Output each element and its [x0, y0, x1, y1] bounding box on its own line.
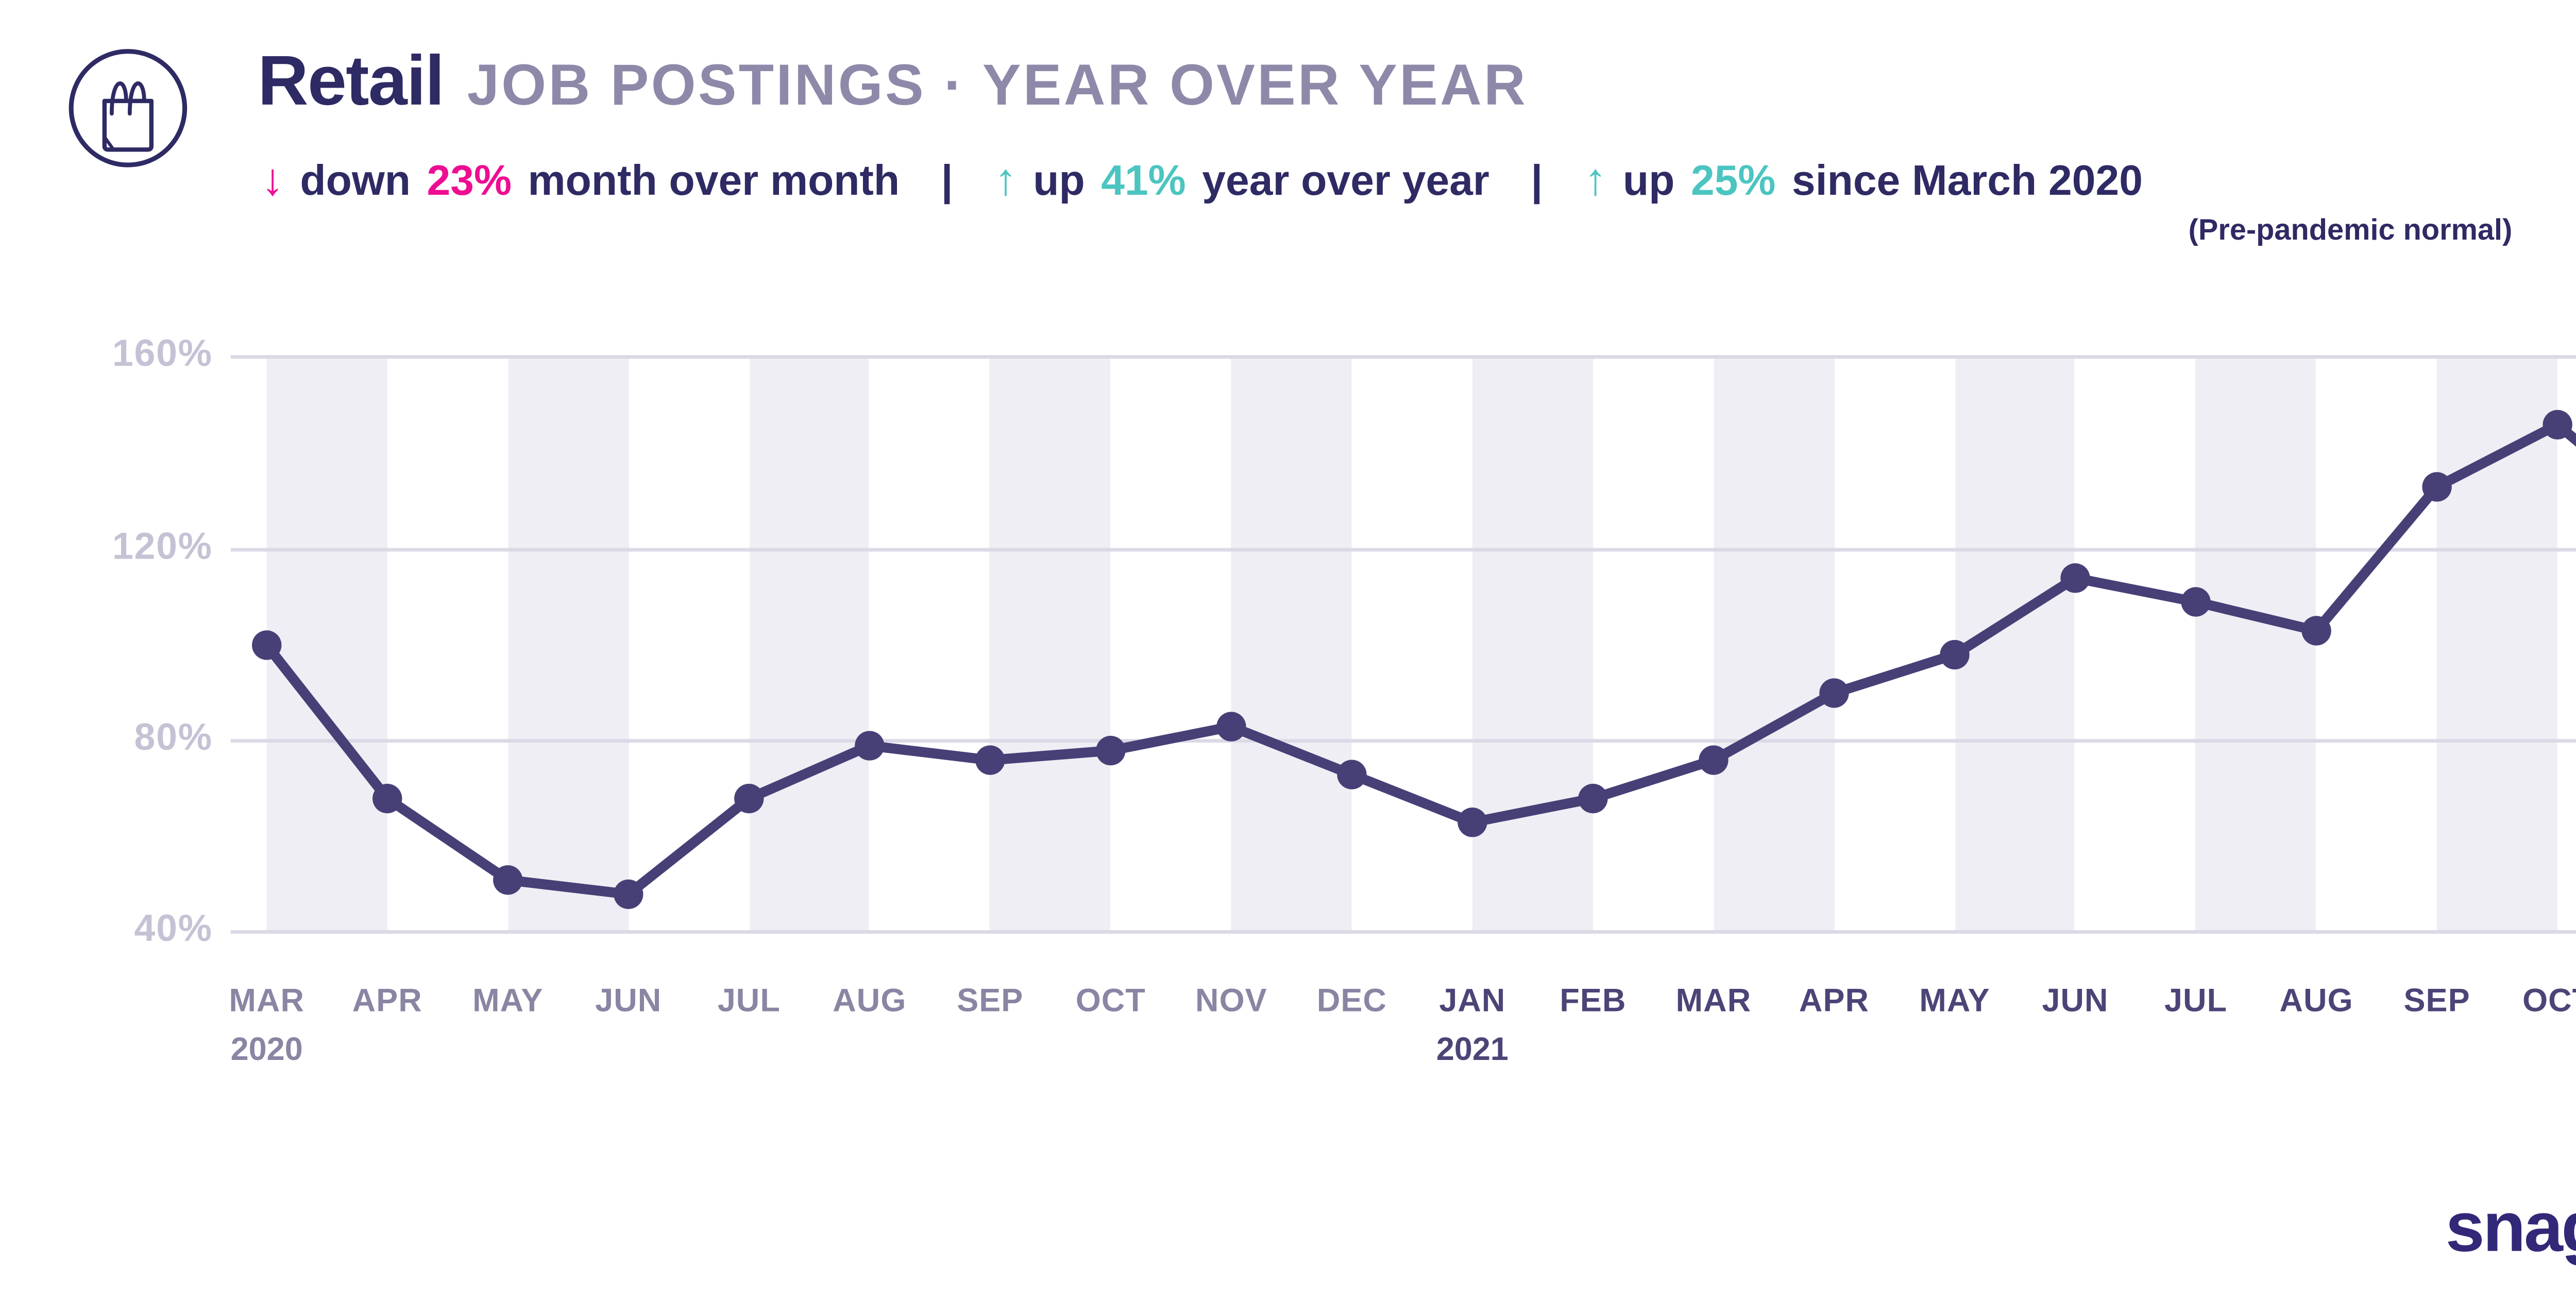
- since-label: since March 2020: [1792, 157, 2143, 204]
- up-arrow-icon: ↑: [994, 155, 1017, 206]
- month-band: [266, 357, 387, 933]
- month-band: [2437, 357, 2558, 933]
- month-band: [1472, 357, 1593, 933]
- down-arrow-icon: ↓: [261, 155, 284, 206]
- logo-text: snagajob: [2445, 1189, 2576, 1268]
- since-value: 25%: [1690, 157, 1776, 204]
- x-tick-label: MAY: [472, 982, 544, 1019]
- x-axis-year-label: 2021: [1436, 1031, 1509, 1067]
- month-band: [749, 357, 870, 933]
- y-tick-label: 40%: [134, 909, 213, 951]
- x-tick-label: SEP: [957, 982, 1024, 1019]
- x-tick-label: MAY: [1919, 982, 1990, 1019]
- stats-row: ↓ down 23% month over month | ↑ up 41% y…: [261, 155, 2143, 207]
- x-tick-label: AUG: [833, 982, 907, 1019]
- yoy-prefix: up: [1033, 157, 1085, 204]
- x-tick-label: JUN: [595, 982, 662, 1019]
- x-tick-label: JUL: [717, 982, 781, 1019]
- x-tick-label: APR: [352, 982, 422, 1019]
- x-tick-label: FEB: [1560, 982, 1626, 1019]
- y-gridline: [230, 547, 2576, 551]
- x-axis-year-label: 2020: [230, 1031, 303, 1067]
- y-gridline: [230, 356, 2576, 360]
- x-tick-label: JUN: [2042, 982, 2109, 1019]
- x-tick-label: JAN: [1439, 982, 1506, 1019]
- subtitle: JOB POSTINGS · YEAR OVER YEAR: [467, 52, 1528, 117]
- pre-pandemic-note: (Pre-pandemic normal): [2188, 214, 2513, 247]
- month-band: [2196, 357, 2317, 933]
- x-tick-label: AUG: [2279, 982, 2353, 1019]
- y-gridline: [230, 739, 2576, 743]
- y-gridline: [230, 931, 2576, 935]
- x-tick-label: DEC: [1316, 982, 1387, 1019]
- page-title: Retail JOB POSTINGS · YEAR OVER YEAR: [258, 43, 1528, 123]
- x-tick-label: MAR: [229, 982, 305, 1019]
- x-tick-label: NOV: [1195, 982, 1267, 1019]
- yoy-label: year over year: [1202, 157, 1489, 204]
- shopping-bag-icon: [69, 49, 188, 167]
- x-tick-label: OCT: [1075, 982, 1146, 1019]
- month-band: [1231, 357, 1352, 933]
- snagajob-logo: snagajob®: [2446, 1190, 2576, 1269]
- since-prefix: up: [1623, 157, 1675, 204]
- month-band: [1955, 357, 2076, 933]
- month-band: [507, 357, 629, 933]
- x-tick-label: SEP: [2403, 982, 2470, 1019]
- category-title: Retail: [258, 43, 445, 121]
- separator: |: [941, 157, 953, 204]
- x-tick-label: JUL: [2164, 982, 2228, 1019]
- mom-label: month over month: [528, 157, 900, 204]
- x-tick-label: APR: [1799, 982, 1870, 1019]
- mom-value: 23%: [427, 157, 512, 204]
- x-tick-label: OCT: [2522, 982, 2576, 1019]
- mom-prefix: down: [300, 157, 411, 204]
- separator: |: [1531, 157, 1543, 204]
- up-arrow-icon: ↑: [1584, 155, 1607, 206]
- y-tick-label: 120%: [112, 526, 213, 567]
- y-tick-label: 160%: [112, 334, 213, 376]
- month-band: [990, 357, 1111, 933]
- x-tick-label: MAR: [1675, 982, 1752, 1019]
- yoy-value: 41%: [1101, 157, 1186, 204]
- month-band: [1713, 357, 1834, 933]
- y-tick-label: 80%: [134, 717, 213, 759]
